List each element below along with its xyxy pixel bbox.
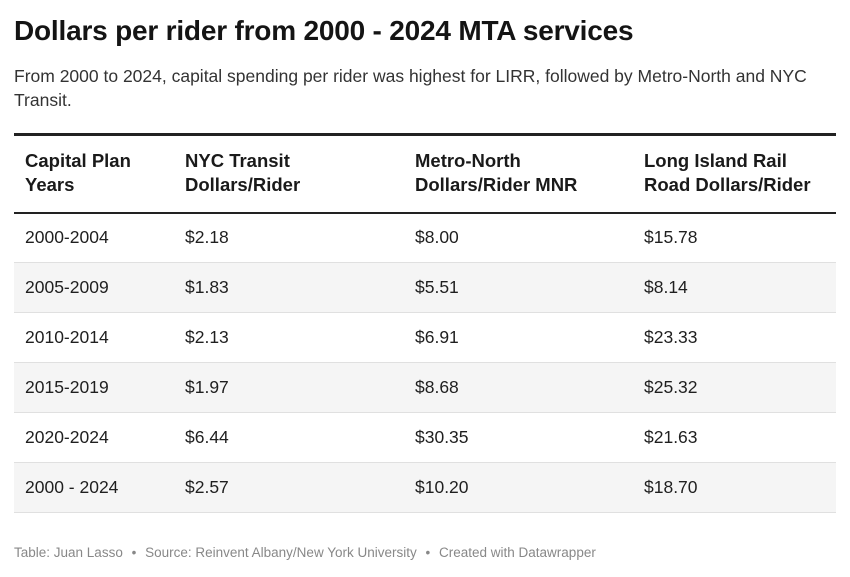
table-cell: 2010-2014 <box>14 312 174 363</box>
table-cell: 2000-2004 <box>14 212 174 263</box>
table-cell: $15.78 <box>633 212 836 263</box>
table-row: 2015-2019 $1.97 $8.68 $25.32 <box>14 362 836 413</box>
chart-title: Dollars per rider from 2000 - 2024 MTA s… <box>14 15 634 46</box>
table-cell: $23.33 <box>633 312 836 363</box>
table-cell: $25.32 <box>633 362 836 413</box>
table-cell: $8.68 <box>404 362 633 413</box>
table-cell: $10.20 <box>404 462 633 513</box>
data-table: Capital Plan Years NYC Transit Dollars/R… <box>14 133 836 513</box>
footer-separator: • <box>425 545 431 560</box>
table-credit: Table: Juan Lasso <box>14 545 123 560</box>
column-header-lirr[interactable]: Long Island Rail Road Dollars/Rider <box>633 134 836 214</box>
table-cell: $8.14 <box>633 262 836 313</box>
header-row: Capital Plan Years NYC Transit Dollars/R… <box>14 134 836 214</box>
table-cell: $2.18 <box>174 212 404 263</box>
table-row: 2000-2004 $2.18 $8.00 $15.78 <box>14 212 836 263</box>
table-cell: $1.83 <box>174 262 404 313</box>
table-row: 2000 - 2024 $2.57 $10.20 $18.70 <box>14 462 836 513</box>
table-cell: 2020-2024 <box>14 412 174 463</box>
table-cell: $2.57 <box>174 462 404 513</box>
source-note: Source: Reinvent Albany/New York Univers… <box>145 545 417 560</box>
table-row: 2005-2009 $1.83 $5.51 $8.14 <box>14 262 836 313</box>
table-cell: $6.91 <box>404 312 633 363</box>
chart-subtitle: From 2000 to 2024, capital spending per … <box>14 66 807 110</box>
column-header-metro-north[interactable]: Metro-North Dollars/Rider MNR <box>404 134 633 214</box>
created-with-credit[interactable]: Created with Datawrapper <box>439 545 596 560</box>
table-cell: 2015-2019 <box>14 362 174 413</box>
table-cell: $30.35 <box>404 412 633 463</box>
chart-container: Dollars per rider from 2000 - 2024 MTA s… <box>14 0 836 513</box>
table-row: 2020-2024 $6.44 $30.35 $21.63 <box>14 412 836 463</box>
table-row: 2010-2014 $2.13 $6.91 $23.33 <box>14 312 836 363</box>
footer-separator: • <box>131 545 137 560</box>
table-cell: $1.97 <box>174 362 404 413</box>
column-header-nyc-transit[interactable]: NYC Transit Dollars/Rider <box>174 134 404 214</box>
column-header-capital-plan-years[interactable]: Capital Plan Years <box>14 134 174 214</box>
table-cell: $18.70 <box>633 462 836 513</box>
table-cell: $5.51 <box>404 262 633 313</box>
table-cell: $2.13 <box>174 312 404 363</box>
table-cell: $6.44 <box>174 412 404 463</box>
table-cell: 2000 - 2024 <box>14 462 174 513</box>
table-cell: $21.63 <box>633 412 836 463</box>
table-cell: $8.00 <box>404 212 633 263</box>
table-cell: 2005-2009 <box>14 262 174 313</box>
chart-footer: Table: Juan Lasso • Source: Reinvent Alb… <box>14 545 596 560</box>
